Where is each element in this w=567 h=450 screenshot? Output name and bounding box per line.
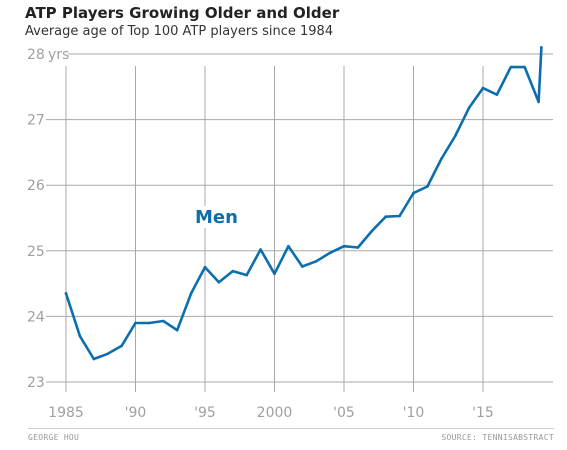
data-point-26: [426, 185, 429, 188]
y-tick-label-25: 25: [27, 244, 45, 260]
data-point-3: [106, 352, 109, 356]
data-point-21: [356, 246, 360, 249]
data-point-12: [231, 269, 235, 273]
data-point-11: [217, 280, 221, 284]
data-point-14: [259, 248, 262, 251]
x-tick-label-1985: 1985: [48, 405, 84, 421]
data-point-20: [342, 244, 346, 248]
series-group: [64, 46, 543, 361]
data-point-1: [78, 334, 82, 338]
annotations: Men: [187, 206, 243, 228]
data-point-25: [412, 191, 415, 195]
chart-subtitle: Average age of Top 100 ATP players since…: [25, 24, 334, 39]
x-tick-label-2015: '15: [472, 405, 494, 421]
x-tick-labels: 1985 '90 '95 2000 '05 '10 '15: [48, 405, 494, 421]
footer-divider: [28, 428, 554, 429]
data-point-5: [134, 321, 137, 325]
data-point-4: [120, 344, 123, 348]
data-point-19: [328, 251, 332, 255]
chart-title: ATP Players Growing Older and Older: [25, 4, 340, 22]
data-point-0: [64, 292, 68, 295]
data-point-15: [273, 272, 276, 276]
data-point-6: [148, 321, 151, 325]
data-point-22: [370, 229, 374, 233]
series-annotation-label: Men: [195, 207, 238, 228]
data-point-16: [287, 244, 290, 248]
y-tick-label-26: 26: [27, 178, 45, 194]
data-point-34: [537, 100, 540, 104]
data-point-33: [523, 65, 526, 69]
data-point-10: [203, 265, 207, 269]
y-tick-label-23: 23: [27, 375, 45, 391]
data-point-13: [245, 273, 248, 277]
data-point-9: [189, 292, 193, 295]
data-point-29: [467, 106, 471, 110]
data-point-24: [398, 214, 401, 218]
series-line-men: [64, 46, 543, 361]
data-point-23: [384, 215, 388, 218]
data-point-2: [92, 357, 96, 361]
x-tick-label-2005: '05: [333, 405, 355, 421]
x-tick-label-2010: '10: [403, 405, 425, 421]
footer-credit: GEORGE HOU: [28, 433, 80, 442]
x-gridlines: [65, 66, 484, 392]
x-tick-label-1995: '95: [194, 405, 216, 421]
y-tick-label-27: 27: [27, 113, 45, 129]
data-point-30: [481, 86, 485, 90]
data-point-27: [440, 157, 443, 161]
x-tick-label-2000: 2000: [257, 405, 293, 421]
annotation-background: [187, 206, 243, 228]
data-point-32: [509, 65, 513, 69]
data-point-17: [301, 265, 304, 268]
data-point-28: [453, 134, 457, 138]
y-unit-label: yrs: [48, 47, 69, 63]
y-gridlines: [46, 53, 553, 383]
data-point-7: [162, 319, 165, 323]
y-tick-label-24: 24: [27, 309, 45, 325]
data-point-35: [540, 46, 543, 49]
x-tick-label-1990: '90: [125, 405, 147, 421]
data-point-18: [314, 259, 318, 263]
data-point-31: [495, 93, 499, 96]
y-tick-labels: 23 24 25 26 27 28 yrs: [27, 47, 69, 391]
footer-source: SOURCE: TENNISABSTRACT: [441, 433, 554, 442]
data-point-8: [175, 328, 179, 332]
y-tick-label-28: 28: [27, 47, 45, 63]
